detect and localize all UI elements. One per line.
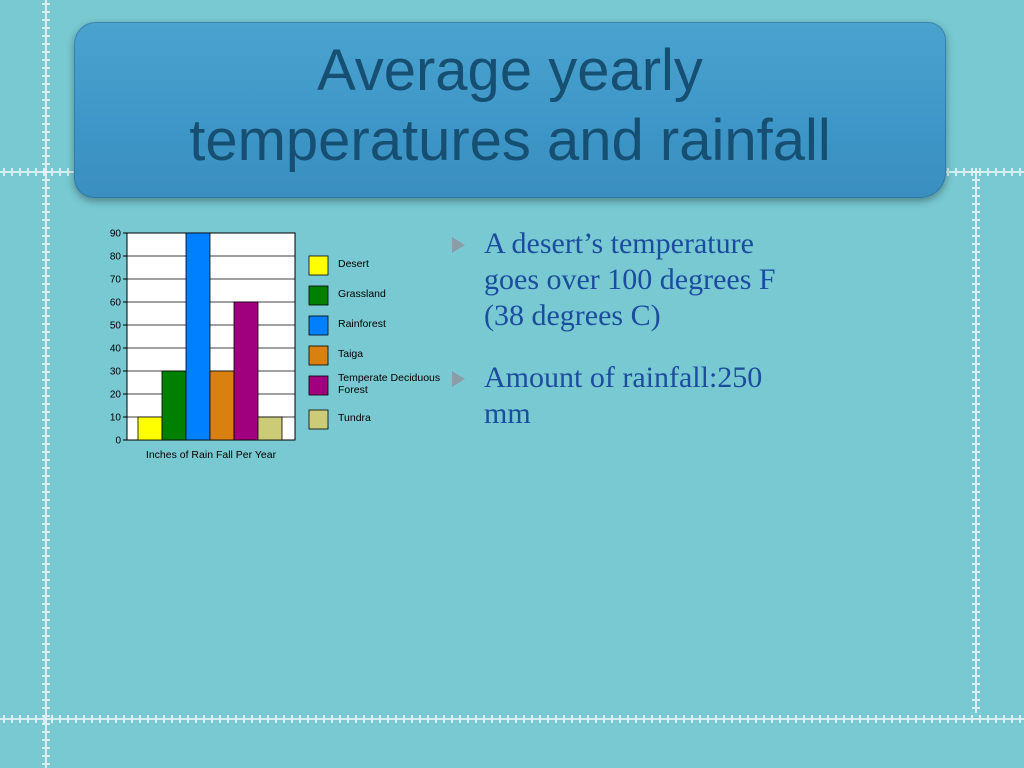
y-tick-label: 0	[115, 436, 121, 447]
legend-swatch	[308, 375, 329, 396]
left-stitch-border	[42, 0, 50, 768]
rainfall-chart: 0 10 20 30 40 50 60 70 80 90 Inches of Rain Fall P…	[108, 224, 460, 464]
y-tick-label: 10	[110, 413, 122, 424]
bullet-text: Amount of rainfall:250 mm	[484, 361, 763, 430]
legend-label-line: Rainforest	[338, 318, 386, 330]
y-tick-label: 80	[110, 252, 122, 263]
legend-swatch	[308, 285, 329, 306]
x-axis-label: Inches of Rain Fall Per Year	[146, 449, 277, 461]
legend-swatch	[308, 255, 329, 276]
legend-label: Desert	[338, 258, 369, 270]
legend-label: Grassland	[338, 288, 386, 300]
y-tick-label: 20	[110, 390, 122, 401]
bottom-stitch-border	[0, 715, 1024, 723]
bar-taiga	[209, 370, 235, 441]
bullet-list: A desert’s temperature goes over 100 deg…	[452, 226, 812, 458]
legend-label-line: Desert	[338, 258, 369, 270]
bullet-rainfall-amount: Amount of rainfall:250 mm	[452, 360, 812, 432]
y-tick-label: 30	[110, 367, 122, 378]
right-stitch-border	[972, 168, 980, 713]
triangle-bullet-icon	[452, 237, 465, 253]
legend-label: Taiga	[338, 348, 363, 360]
title-line-2: temperatures and rainfall	[189, 108, 831, 173]
legend-label-line: Taiga	[338, 348, 363, 360]
legend-swatch	[308, 315, 329, 336]
y-tick-label: 50	[110, 321, 122, 332]
legend-label-line: Tundra	[338, 412, 371, 424]
title-banner	[74, 22, 946, 198]
legend-label: Tundra	[338, 412, 371, 424]
legend-swatch	[308, 345, 329, 366]
y-tick-label: 70	[110, 275, 122, 286]
bar-tundra	[257, 416, 283, 441]
y-tick-label: 40	[110, 344, 122, 355]
bar-desert	[137, 416, 163, 441]
legend-label-line: Temperate Deciduous	[338, 372, 440, 384]
legend-label: Rainforest	[338, 318, 386, 330]
bullet-text: A desert’s temperature goes over 100 deg…	[484, 227, 776, 332]
title-line-1: Average yearly	[317, 38, 703, 103]
bullet-desert-temperature: A desert’s temperature goes over 100 deg…	[452, 226, 812, 334]
legend-label: Temperate Deciduous Forest	[338, 372, 440, 396]
slide-title: Average yearly temperatures and rainfall	[74, 36, 946, 176]
legend-label-line: Forest	[338, 384, 368, 396]
bar-temperate-deciduous-forest	[233, 301, 259, 441]
bar-grassland	[161, 370, 187, 441]
y-tick-label: 90	[110, 229, 122, 240]
triangle-bullet-icon	[452, 371, 465, 387]
legend-label-line: Grassland	[338, 288, 386, 300]
rainfall-bar-chart: 0 10 20 30 40 50 60 70 80 90 Inches of Rain Fall P…	[110, 229, 440, 462]
legend-swatch	[308, 409, 329, 430]
y-tick-label: 60	[110, 298, 122, 309]
bar-rainforest	[185, 232, 211, 441]
